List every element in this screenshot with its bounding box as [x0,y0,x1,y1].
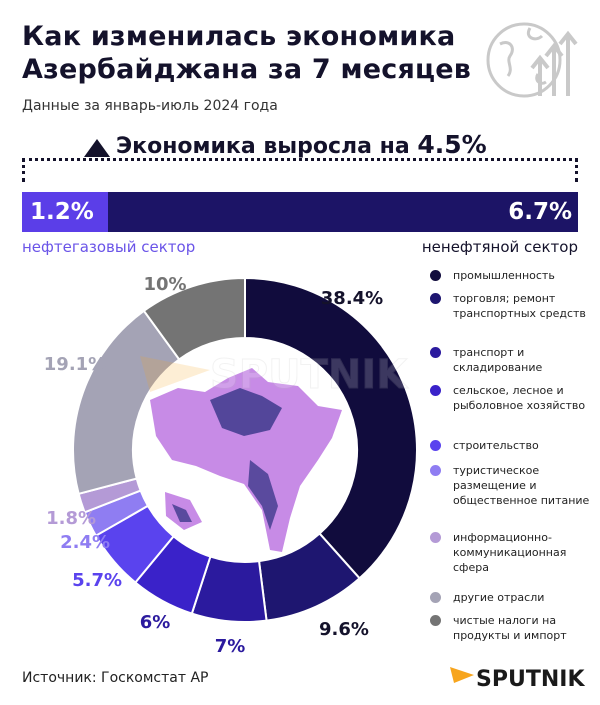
sputnik-logo: SPUTNIK [450,667,585,692]
oil-sector-bar: 1.2% [22,192,108,232]
headline-value: 4.5% [417,130,487,159]
legend-label-9: чистые налоги на продукты и импорт [453,614,567,642]
headline-text: Экономика выросла на [116,134,418,159]
brand-text: SPUTNIK [476,667,585,692]
non-oil-sector-label: ненефтяной сектор [421,238,578,256]
donut-chart: SPUTNIK 38.4% 9.6% 7% 6% 5.7% 2.4% 1.8% 19.1% 10… [44,274,418,657]
legend-swatch-5 [430,440,441,451]
legend-swatch-7 [430,532,441,543]
oil-sector-label: нефтегазовый сектор [22,238,196,256]
legend-label-8: другие отрасли [453,591,545,604]
slice-value-label-9: 10% [143,274,186,295]
slice-value-label-4: 6% [140,612,171,633]
page-title: Как изменилась экономика Азербайджана за… [22,20,471,86]
growth-headline: Экономика выросла на 4.5% [80,130,487,159]
legend-label-5: строительство [453,439,539,452]
legend-label-3: транспорт и складирование [453,346,543,374]
legend-label-7: информационно-коммуникационная сфера [453,531,567,574]
source-note: Источник: Госкомстат АР [22,670,209,686]
growth-bracket [22,158,578,182]
legend-swatch-9 [430,615,441,626]
title-line-2: Азербайджана за 7 месяцев [22,54,472,85]
legend-swatch-8 [430,592,441,603]
subtitle: Данные за январь-июль 2024 года [22,98,278,114]
azerbaijan-map [150,368,342,552]
legend-label-2: торговля; ремонт транспортных средств [453,292,586,320]
globe-growth-icon [486,22,578,98]
legend-swatch-1 [430,270,441,281]
legend-swatch-2 [430,293,441,304]
legend-label-6: туристическое размещение и общественное … [453,464,590,507]
legend-swatch-4 [430,385,441,396]
legend-label-4: сельское, лесное и рыболовное хозяйство [453,384,586,412]
slice-value-label-7: 1.8% [46,508,96,529]
slice-value-label-6: 2.4% [60,532,110,553]
slice-value-label-8: 19.1% [44,354,106,375]
legend-swatch-6 [430,465,441,476]
watermark-text: SPUTNIK [210,352,409,398]
up-triangle-icon [84,139,110,157]
title-line-1: Как изменилась экономика [22,21,456,52]
slice-value-label-1: 38.4% [321,288,383,309]
donut-slice-9 [142,276,246,361]
sputnik-watermark: SPUTNIK [140,352,410,399]
legend-label-1: промышленность [453,269,555,282]
slice-value-label-3: 7% [215,636,246,657]
legend-swatch-3 [430,347,441,358]
slice-value-label-5: 5.7% [72,570,122,591]
slice-value-label-2: 9.6% [319,619,369,640]
sputnik-logo-mark [450,667,474,683]
non-oil-sector-bar: 6.7% [108,192,578,232]
